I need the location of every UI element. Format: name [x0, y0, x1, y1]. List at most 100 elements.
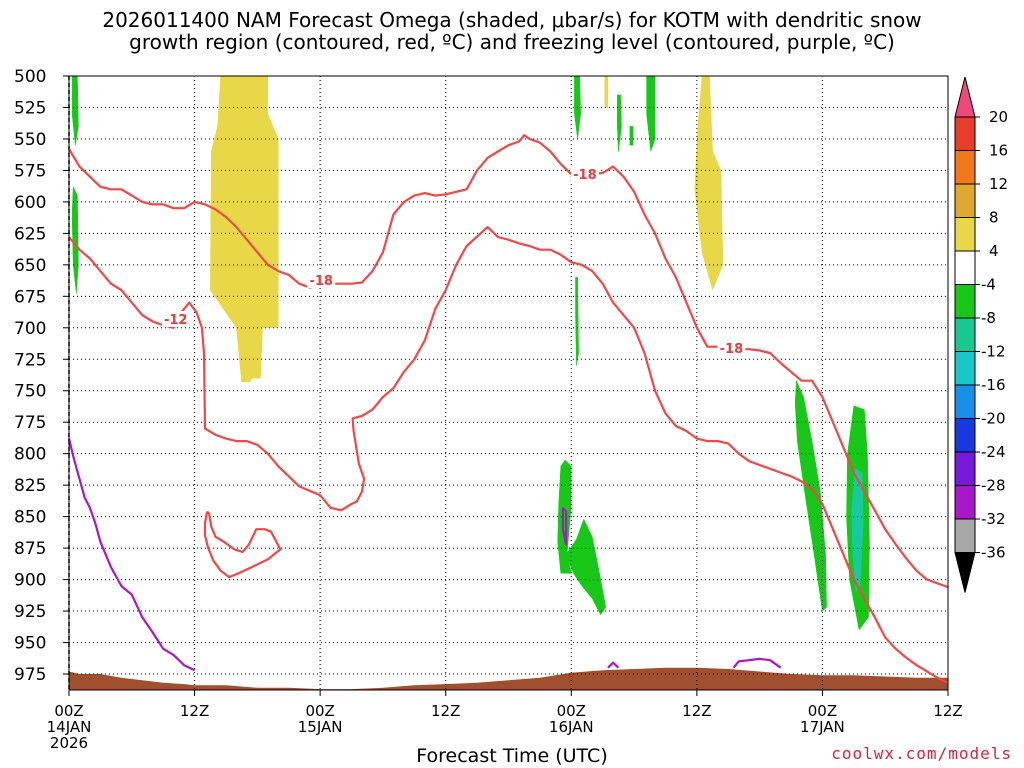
colorbar-swatch — [954, 284, 976, 319]
colorbar-cap-bottom — [954, 552, 976, 593]
dgz-contour — [203, 510, 282, 579]
freezing-level-contour — [561, 507, 568, 546]
colorbar-label: -24 — [981, 443, 1006, 461]
freezing-level-contour — [67, 438, 196, 672]
colorbar-swatch — [954, 116, 976, 151]
omega-region — [557, 459, 572, 574]
y-tick-label: 925 — [14, 602, 46, 622]
y-tick-label: 800 — [14, 445, 46, 465]
y-tick-label: 850 — [14, 508, 46, 528]
x-tick-label: 00Z — [54, 702, 83, 720]
colorbar-swatch — [954, 485, 976, 520]
colorbar-label: 4 — [989, 242, 999, 260]
colorbar-label: -16 — [981, 376, 1006, 394]
y-tick-label: 650 — [14, 256, 46, 276]
y-tick-label: 750 — [14, 382, 46, 402]
x-tick-label: 12Z — [682, 702, 711, 720]
y-tick-label: 500 — [14, 67, 46, 87]
y-tick-label: 825 — [14, 476, 46, 496]
y-tick-label: 625 — [14, 224, 46, 244]
y-tick-label: 975 — [14, 665, 46, 685]
colorbar-swatch — [954, 418, 976, 453]
colorbar-label: -36 — [981, 544, 1006, 562]
contour-label: -18 — [573, 168, 597, 183]
x-tick-label: 14JAN — [47, 718, 92, 736]
x-tick-label: 12Z — [933, 702, 962, 720]
plot-area — [69, 76, 948, 690]
x-tick-label: 16JAN — [549, 718, 594, 736]
colorbar-label: 8 — [989, 209, 999, 227]
colorbar-swatch — [954, 384, 976, 419]
contour-label: -12 — [164, 313, 188, 328]
colorbar-swatch — [954, 150, 976, 185]
colorbar-label: 16 — [989, 142, 1008, 160]
colorbar-label: -20 — [981, 410, 1006, 428]
y-tick-label: 600 — [14, 193, 46, 213]
x-axis-title: Forecast Time (UTC) — [416, 745, 608, 767]
y-tick-label: 950 — [14, 634, 46, 654]
omega-region — [210, 75, 279, 383]
freezing-level-contour — [607, 661, 620, 669]
contour-label-bg — [570, 166, 599, 183]
chart-title-line-1: 2026011400 NAM Forecast Omega (shaded, μ… — [102, 8, 922, 32]
contour-label-bg — [307, 271, 336, 288]
x-tick-label: 00Z — [557, 702, 586, 720]
y-axis: 500 525 550 575 600 625 650 675 700 725 750 775 800 8… — [14, 67, 69, 685]
colorbar-swatch — [954, 250, 976, 285]
y-tick-label: 725 — [14, 350, 46, 370]
omega-region — [694, 75, 724, 291]
omega-region — [794, 380, 827, 612]
colorbar-label: -12 — [981, 343, 1006, 361]
y-tick-label: 525 — [14, 98, 46, 118]
y-tick-label: 700 — [14, 319, 46, 339]
terrain-area — [69, 667, 948, 690]
x-tick-label: 2026 — [50, 734, 88, 752]
y-tick-label: 675 — [14, 287, 46, 307]
colorbar-swatch — [954, 317, 976, 352]
colorbar-label: -28 — [981, 477, 1006, 495]
x-tick-label: 12Z — [431, 702, 460, 720]
y-tick-label: 900 — [14, 571, 46, 591]
chart-title-line-2: growth region (contoured, red, ºC) and f… — [129, 30, 895, 54]
colorbar-swatch — [954, 518, 976, 553]
colorbar-label: 12 — [989, 175, 1008, 193]
colorbar: 20 16 12 8 4 -4 -8 -12 -16 -20 -24 -28 -32 -36 — [954, 76, 1008, 593]
contour-label: -18 — [309, 274, 333, 289]
contour-label: -18 — [720, 342, 744, 357]
colorbar-swatch — [954, 451, 976, 486]
contour-label-bg — [717, 339, 746, 356]
colorbar-swatch — [954, 217, 976, 252]
x-tick-label: 00Z — [305, 702, 334, 720]
contour-label-bg — [161, 310, 190, 327]
colorbar-swatch — [954, 183, 976, 218]
colorbar-cap-top — [954, 76, 976, 118]
omega-shading-layer — [71, 75, 870, 631]
omega-region — [71, 186, 79, 294]
omega-region — [565, 518, 607, 616]
x-tick-label: 00Z — [808, 702, 837, 720]
omega-region — [629, 126, 634, 146]
y-tick-label: 875 — [14, 539, 46, 559]
terrain-layer — [69, 667, 948, 690]
x-tick-label: 12Z — [180, 702, 209, 720]
colorbar-label: -8 — [981, 309, 996, 327]
y-tick-label: 550 — [14, 130, 46, 150]
omega-region — [617, 94, 622, 152]
x-tick-label: 17JAN — [800, 718, 845, 736]
plot-frame — [68, 75, 949, 691]
colorbar-label: -4 — [981, 276, 996, 294]
x-tick-label: 15JAN — [298, 718, 343, 736]
credit-link[interactable]: coolwx.com/models — [831, 744, 1012, 763]
colorbar-label: 20 — [989, 108, 1008, 126]
dgz-contour — [68, 226, 949, 684]
colorbar-label: -32 — [981, 510, 1006, 528]
grid-layer — [68, 76, 948, 690]
contour-label-layer: -12 -18 -18 -18 — [161, 166, 746, 357]
y-tick-label: 575 — [14, 161, 46, 181]
freezing-level-contour — [732, 657, 782, 669]
contour-layer — [67, 134, 949, 684]
dgz-contour — [68, 134, 949, 589]
y-tick-label: 775 — [14, 413, 46, 433]
